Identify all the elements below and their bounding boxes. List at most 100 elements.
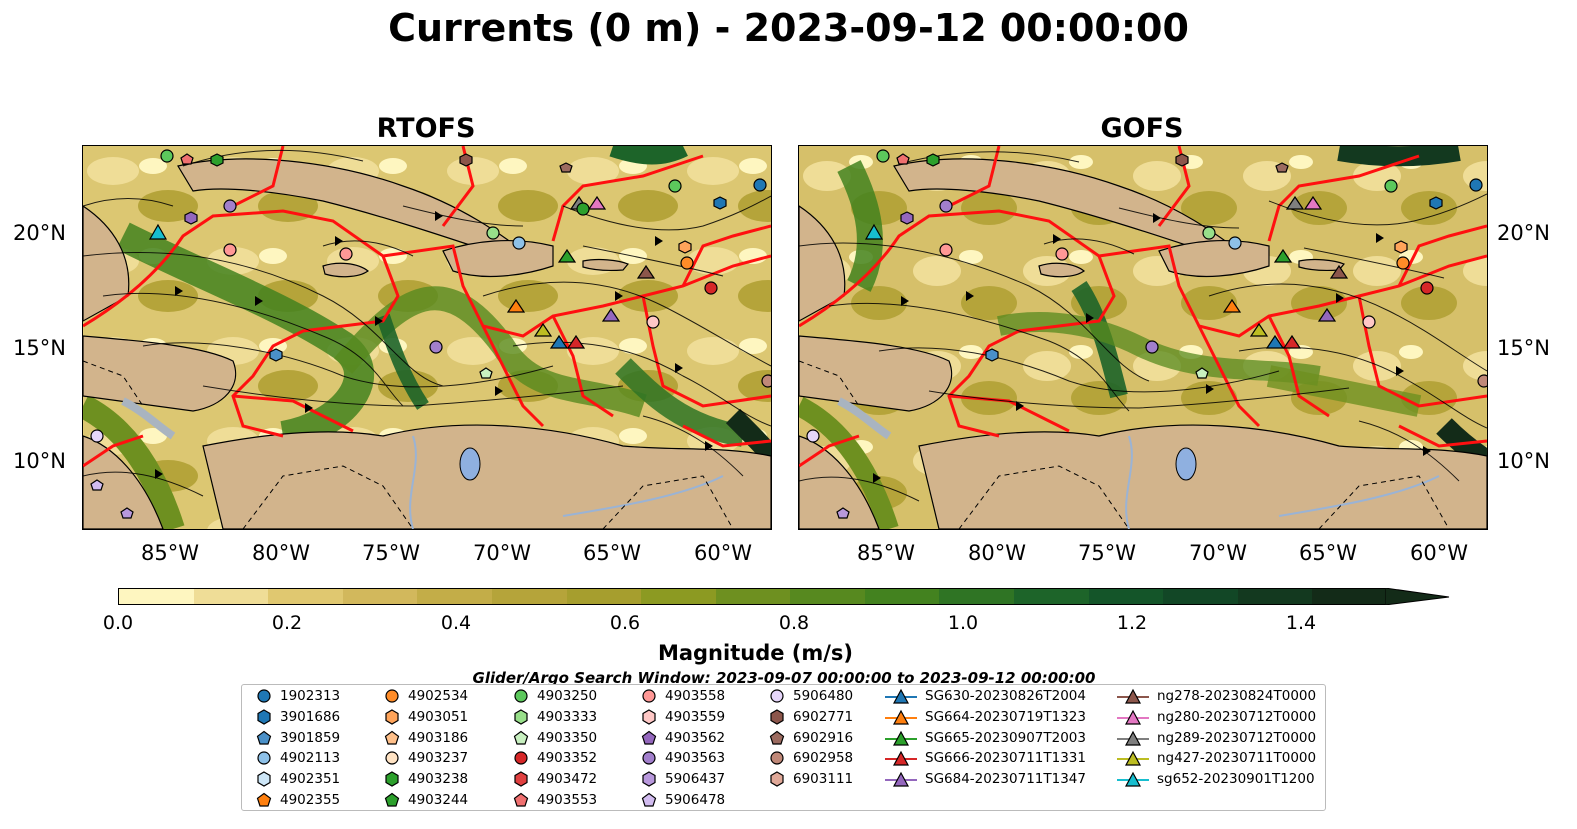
hexagon-marker-icon [385,771,399,787]
panel-title-gofs: GOFS [1100,113,1184,144]
legend-label: 4902534 [408,688,469,704]
lat-label-15n-left: 15°N [13,336,66,360]
legend-item: 4903237 [384,748,468,768]
colorbar-tick: 1.4 [1285,612,1317,634]
circle-marker-icon [257,751,271,765]
legend-item: 4903472 [513,769,597,789]
legend-item: ng427-20230711T0000 [1117,748,1316,768]
pentagon-marker-icon [384,792,400,807]
legend-label: 4902351 [280,771,341,788]
legend-label: 6902916 [793,729,854,746]
legend-label: sg652-20230901T1200 [1157,771,1315,788]
lat-label-15n-right: 15°N [1497,336,1550,360]
colorbar-segment [566,589,642,604]
colorbar-tick: 0.8 [778,612,810,634]
lon-label-65w: 65°W [1299,541,1357,565]
legend-label: 1902313 [280,688,341,704]
pentagon-marker-icon [256,792,272,807]
lon-label-65w: 65°W [583,541,641,565]
colorbar-tick: 1.0 [947,612,979,634]
legend-item: 4903250 [513,686,597,706]
colorbar-tick: 0.6 [609,612,641,634]
legend-label: 4903244 [408,792,469,808]
legend-item: SG664-20230719T1323 [885,707,1086,727]
colorbar-segment [1237,589,1313,604]
colorbar-segment [1163,589,1239,604]
legend-item: 6902958 [769,748,853,768]
legend-item: SG666-20230711T1331 [885,748,1086,768]
legend-item: 4903562 [641,728,725,748]
legend-item: 4903244 [384,790,468,810]
legend-item: ng289-20230712T0000 [1117,728,1316,748]
legend-label: 5906480 [793,688,854,704]
hexagon-marker-icon [770,709,784,725]
legend-item: 6902771 [769,707,853,727]
legend-label: 4903238 [408,771,469,788]
legend-label: ng278-20230824T0000 [1157,688,1317,704]
colorbar-segment [342,589,418,604]
pentagon-marker-icon [384,730,400,745]
legend-label: 3901859 [280,729,341,746]
legend-label: 4903051 [408,708,469,725]
legend-item: 3901686 [256,707,340,727]
legend-label: 6902771 [793,708,854,725]
legend-label: ng289-20230712T0000 [1157,729,1317,746]
colorbar-extend-arrow [1385,588,1450,605]
legend-label: 4903250 [537,688,598,704]
legend-item: 4903563 [641,748,725,768]
colorbar-tick: 0.0 [102,612,134,634]
legend-label: SG684-20230711T1347 [925,771,1086,788]
legend-label: SG665-20230907T2003 [925,729,1086,746]
legend-item: 6902916 [769,728,853,748]
colorbar-segment [1088,589,1164,604]
legend-label: 5906478 [665,792,726,808]
legend-item: 5906478 [641,790,725,810]
lat-label-20n-left: 20°N [13,221,66,245]
lat-label-10n-right: 10°N [1497,449,1550,473]
lon-label-80w: 80°W [252,541,310,565]
legend-item: 4902351 [256,769,340,789]
circle-marker-icon [642,689,656,703]
triangle-marker-icon [885,771,917,787]
legend-label: SG666-20230711T1331 [925,750,1086,767]
legend-item: 4903186 [384,728,468,748]
hexagon-marker-icon [257,771,271,787]
legend-item: 4902534 [384,686,468,706]
search-window-text: Glider/Argo Search Window: 2023-09-07 00… [472,669,1096,687]
legend-item: ng278-20230824T0000 [1117,686,1316,706]
legend-label: 4903553 [537,792,598,808]
colorbar-segment [119,589,195,604]
colorbar [118,588,1388,605]
map-panel-gofs [798,145,1488,530]
legend-item: 4903352 [513,748,597,768]
hexagon-marker-icon [770,771,784,787]
legend-item: SG665-20230907T2003 [885,728,1086,748]
circle-marker-icon [385,751,399,765]
triangle-marker-icon [885,709,917,725]
legend-label: SG630-20230826T2004 [925,688,1086,704]
triangle-marker-icon [1117,709,1149,725]
legend-item: 4902113 [256,748,340,768]
pentagon-marker-icon [513,792,529,807]
circle-marker-icon [770,751,784,765]
figure-title: Currents (0 m) - 2023-09-12 00:00:00 [388,6,1189,50]
legend-label: 4903562 [665,729,726,746]
pentagon-marker-icon [513,730,529,745]
lon-label-85w: 85°W [857,541,915,565]
legend-label: 6903111 [793,771,854,788]
lon-label-75w: 75°W [362,541,420,565]
colorbar-segment [790,589,866,604]
legend-item: SG684-20230711T1347 [885,769,1086,789]
colorbar-segment [491,589,568,604]
legend-label: 4903559 [665,708,726,725]
legend-label: 3901686 [280,708,341,725]
lon-label-70w: 70°W [1189,541,1247,565]
colorbar-tick: 0.4 [440,612,472,634]
legend-item: 4903051 [384,707,468,727]
triangle-marker-icon [885,730,917,746]
colorbar-tick: 0.2 [271,612,303,634]
colorbar-label: Magnitude (m/s) [657,641,854,665]
pentagon-marker-icon [641,730,657,745]
colorbar-segment [715,589,791,604]
triangle-marker-icon [1117,751,1149,766]
